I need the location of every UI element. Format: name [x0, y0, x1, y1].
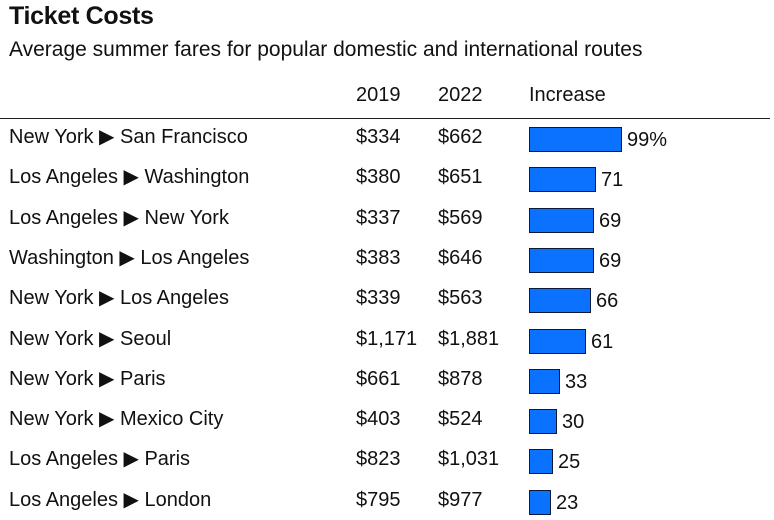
increase-label: 23 — [556, 491, 579, 514]
route-label: New York ▶ Los Angeles — [9, 287, 229, 310]
fare-2019: $383 — [356, 246, 401, 269]
increase-bar — [529, 127, 622, 152]
fare-2022: $977 — [438, 488, 483, 511]
column-header-2019: 2019 — [356, 84, 401, 106]
fare-2019: $1,171 — [356, 327, 418, 350]
increase-label: 99% — [627, 129, 668, 151]
fare-2022: $662 — [438, 126, 483, 148]
route-label: Los Angeles ▶ London — [9, 488, 212, 511]
route-label: Los Angeles ▶ New York — [9, 206, 229, 229]
column-header-increase: Increase — [529, 84, 606, 106]
increase-label: 61 — [591, 330, 614, 353]
fare-2022: $878 — [438, 367, 483, 390]
increase-bar — [529, 288, 591, 314]
column-header-2022: 2022 — [438, 84, 483, 106]
fare-2019: $823 — [356, 448, 401, 471]
fare-2022: $524 — [438, 408, 483, 431]
route-label: New York ▶ Mexico City — [9, 408, 224, 431]
fare-2019: $339 — [356, 287, 401, 310]
increase-bar — [529, 409, 557, 435]
fare-2022: $563 — [438, 287, 483, 310]
increase-bar — [529, 167, 596, 193]
route-label: Washington ▶ Los Angeles — [9, 246, 250, 269]
increase-bar — [529, 368, 560, 394]
fare-2019: $795 — [356, 488, 401, 511]
increase-bar — [529, 489, 551, 515]
chart-subtitle: Average summer fares for popular domesti… — [9, 38, 643, 61]
increase-label: 25 — [558, 451, 581, 474]
fare-2019: $661 — [356, 367, 401, 390]
fare-2019: $380 — [356, 166, 401, 189]
increase-bar — [529, 207, 594, 233]
route-label: New York ▶ Paris — [9, 367, 166, 390]
increase-label: 66 — [596, 290, 619, 313]
fare-2019: $337 — [356, 206, 401, 229]
header-rule — [0, 118, 770, 119]
route-label: Los Angeles ▶ Paris — [9, 448, 191, 471]
increase-label: 30 — [562, 411, 585, 434]
fare-2019: $403 — [356, 408, 401, 431]
fare-2022: $651 — [438, 166, 483, 189]
chart-title: Ticket Costs — [9, 2, 154, 30]
increase-label: 71 — [601, 169, 624, 192]
route-label: New York ▶ Seoul — [9, 327, 172, 350]
increase-bar — [529, 328, 586, 354]
increase-bar — [529, 247, 594, 273]
fare-2022: $569 — [438, 206, 483, 229]
fare-2022: $1,031 — [438, 448, 500, 471]
increase-label: 69 — [599, 249, 622, 272]
increase-label: 33 — [565, 370, 588, 393]
fare-2019: $334 — [356, 126, 401, 148]
increase-label: 69 — [599, 209, 622, 232]
fare-2022: $646 — [438, 246, 483, 269]
fare-2022: $1,881 — [438, 327, 500, 350]
route-label: New York ▶ San Francisco — [9, 126, 248, 148]
increase-bar — [529, 449, 553, 475]
route-label: Los Angeles ▶ Washington — [9, 166, 250, 189]
